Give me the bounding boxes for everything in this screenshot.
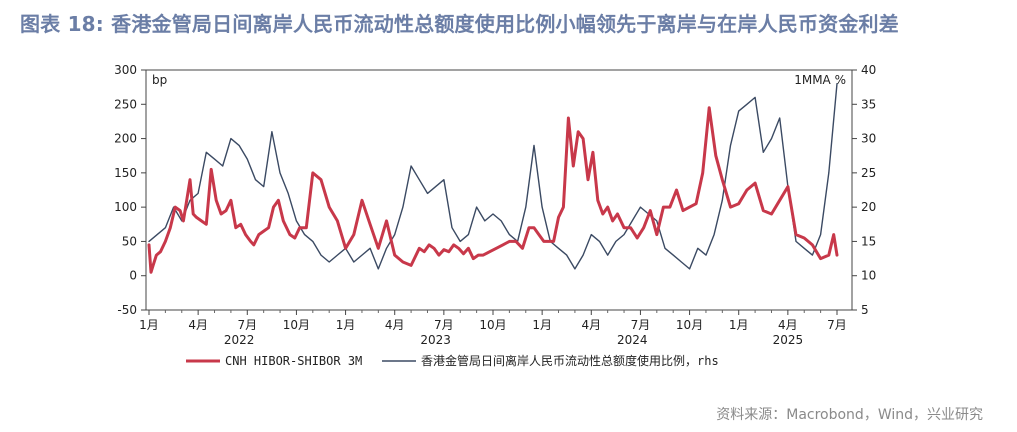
right-tick-label: 30 <box>861 132 876 146</box>
right-tick-label: 10 <box>861 269 876 283</box>
left-tick-label: 300 <box>114 63 137 77</box>
legend-label-hkma-ratio: 香港金管局日间离岸人民币流动性总额度使用比例，rhs <box>421 353 719 368</box>
left-tick-label: 250 <box>114 97 137 111</box>
x-tick-label: 4月 <box>385 318 405 332</box>
series-line-hkma-ratio <box>148 82 838 270</box>
left-tick-label: 100 <box>114 200 137 214</box>
plot-frame <box>145 69 853 311</box>
x-tick-label: 4月 <box>778 318 798 332</box>
x-tick-label: 7月 <box>434 318 454 332</box>
left-tick-label: 50 <box>122 234 137 248</box>
right-tick-label: 20 <box>861 200 876 214</box>
x-tick-label: 7月 <box>827 318 847 332</box>
x-axis-ticks: 1月 4月 7月 10月 1月 4月 7月 10月 1月 4月 7月 10月 1月 4月 7月 <box>139 310 847 332</box>
x-tick-label: 4月 <box>188 318 208 332</box>
x-tick-label: 1月 <box>139 318 159 332</box>
year-label: 2024 <box>617 333 648 347</box>
left-axis-ticks: -50 0 50 100 150 200 250 300 <box>114 63 146 317</box>
x-tick-label: 7月 <box>631 318 651 332</box>
right-tick-label: 15 <box>861 234 876 248</box>
x-tick-label: 1月 <box>532 318 552 332</box>
right-axis-ticks: 5 10 15 20 25 30 35 40 <box>852 63 876 317</box>
year-label: 2022 <box>224 333 255 347</box>
x-tick-label: 10月 <box>479 318 506 332</box>
right-tick-label: 25 <box>861 166 876 180</box>
right-tick-label: 40 <box>861 63 876 77</box>
right-axis-unit-label: 1MMA % <box>794 73 846 87</box>
year-label: 2025 <box>773 333 804 347</box>
x-tick-label: 7月 <box>237 318 257 332</box>
legend: CNH HIBOR-SHIBOR 3M 香港金管局日间离岸人民币流动性总额度使用… <box>186 353 719 368</box>
x-axis-year-labels: 2022 2023 2024 2025 <box>224 333 803 347</box>
x-tick-label: 1月 <box>336 318 356 332</box>
x-tick-label: 10月 <box>283 318 310 332</box>
year-label: 2023 <box>420 333 451 347</box>
x-tick-label: 4月 <box>581 318 601 332</box>
series-layer <box>147 82 839 274</box>
left-tick-label: -50 <box>117 303 137 317</box>
series-line-cnh-spread <box>147 106 839 274</box>
right-tick-label: 5 <box>861 303 869 317</box>
left-axis-unit-label: bp <box>152 73 167 87</box>
chart-title: 图表 18: 香港金管局日间离岸人民币流动性总额度使用比例小幅领先于离岸与在岸人… <box>20 12 899 36</box>
right-tick-label: 35 <box>861 97 876 111</box>
x-tick-label: 10月 <box>676 318 703 332</box>
left-tick-label: 200 <box>114 132 137 146</box>
left-tick-label: 150 <box>114 166 137 180</box>
source-note: 资料来源：Macrobond，Wind，兴业研究 <box>716 407 983 423</box>
x-tick-label: 1月 <box>729 318 749 332</box>
legend-label-cnh-spread: CNH HIBOR-SHIBOR 3M <box>225 354 362 368</box>
left-tick-label: 0 <box>129 269 137 283</box>
